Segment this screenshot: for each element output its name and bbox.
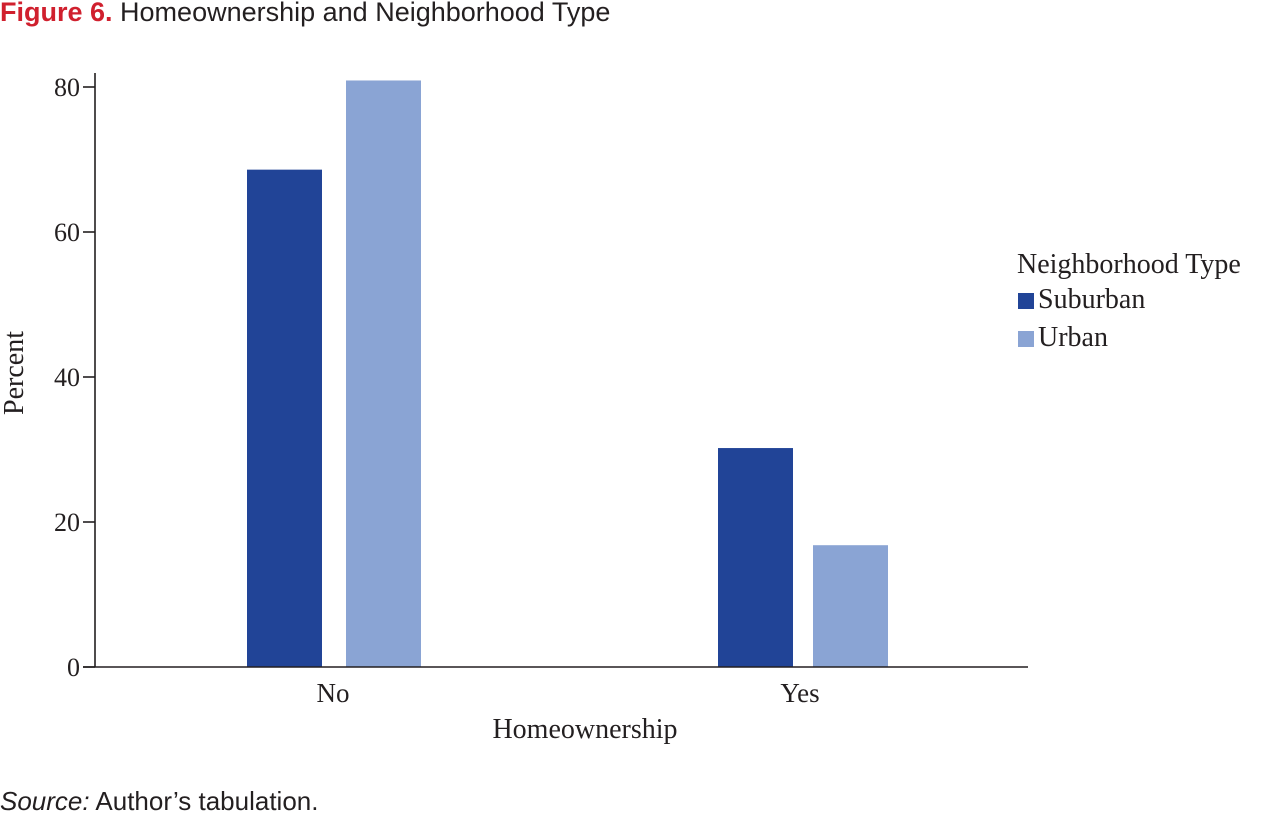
- bars-group: [247, 80, 888, 668]
- legend-swatch-urban: [1018, 331, 1034, 347]
- y-tick-label: 40: [54, 363, 80, 392]
- y-tick-label: 60: [54, 218, 80, 247]
- y-tick-label: 20: [54, 508, 80, 537]
- source-label: Source:: [0, 786, 90, 816]
- x-category-labels: No Yes: [317, 678, 820, 708]
- figure-title-text: Homeownership and Neighborhood Type: [120, 0, 611, 27]
- x-category-label: Yes: [780, 678, 819, 708]
- legend: Neighborhood Type Suburban Urban: [1017, 249, 1241, 353]
- source-note: Source: Author’s tabulation.: [0, 786, 318, 817]
- source-text: Author’s tabulation.: [89, 786, 319, 816]
- bar-chart: 0 20 40 60 80 No Yes Homeownership Percent Ne…: [0, 73, 1241, 745]
- y-axis-title: Percent: [0, 331, 30, 415]
- bar-suburban-no: [247, 169, 322, 667]
- bar-urban-yes: [813, 545, 888, 667]
- y-tick-label: 80: [54, 73, 80, 102]
- legend-swatch-suburban: [1018, 293, 1034, 309]
- legend-label-urban: Urban: [1038, 322, 1108, 353]
- x-category-label: No: [317, 678, 350, 708]
- bar-urban-no: [346, 80, 421, 668]
- y-tick-label: 0: [67, 653, 80, 682]
- x-axis-title: Homeownership: [492, 714, 677, 745]
- figure-label: Figure 6.: [0, 0, 113, 27]
- legend-label-suburban: Suburban: [1038, 284, 1145, 315]
- y-ticks-group: 0 20 40 60 80: [54, 73, 95, 682]
- legend-title: Neighborhood Type: [1017, 249, 1241, 280]
- figure-title: Figure 6. Homeownership and Neighborhood…: [0, 0, 610, 33]
- bar-suburban-yes: [718, 448, 793, 667]
